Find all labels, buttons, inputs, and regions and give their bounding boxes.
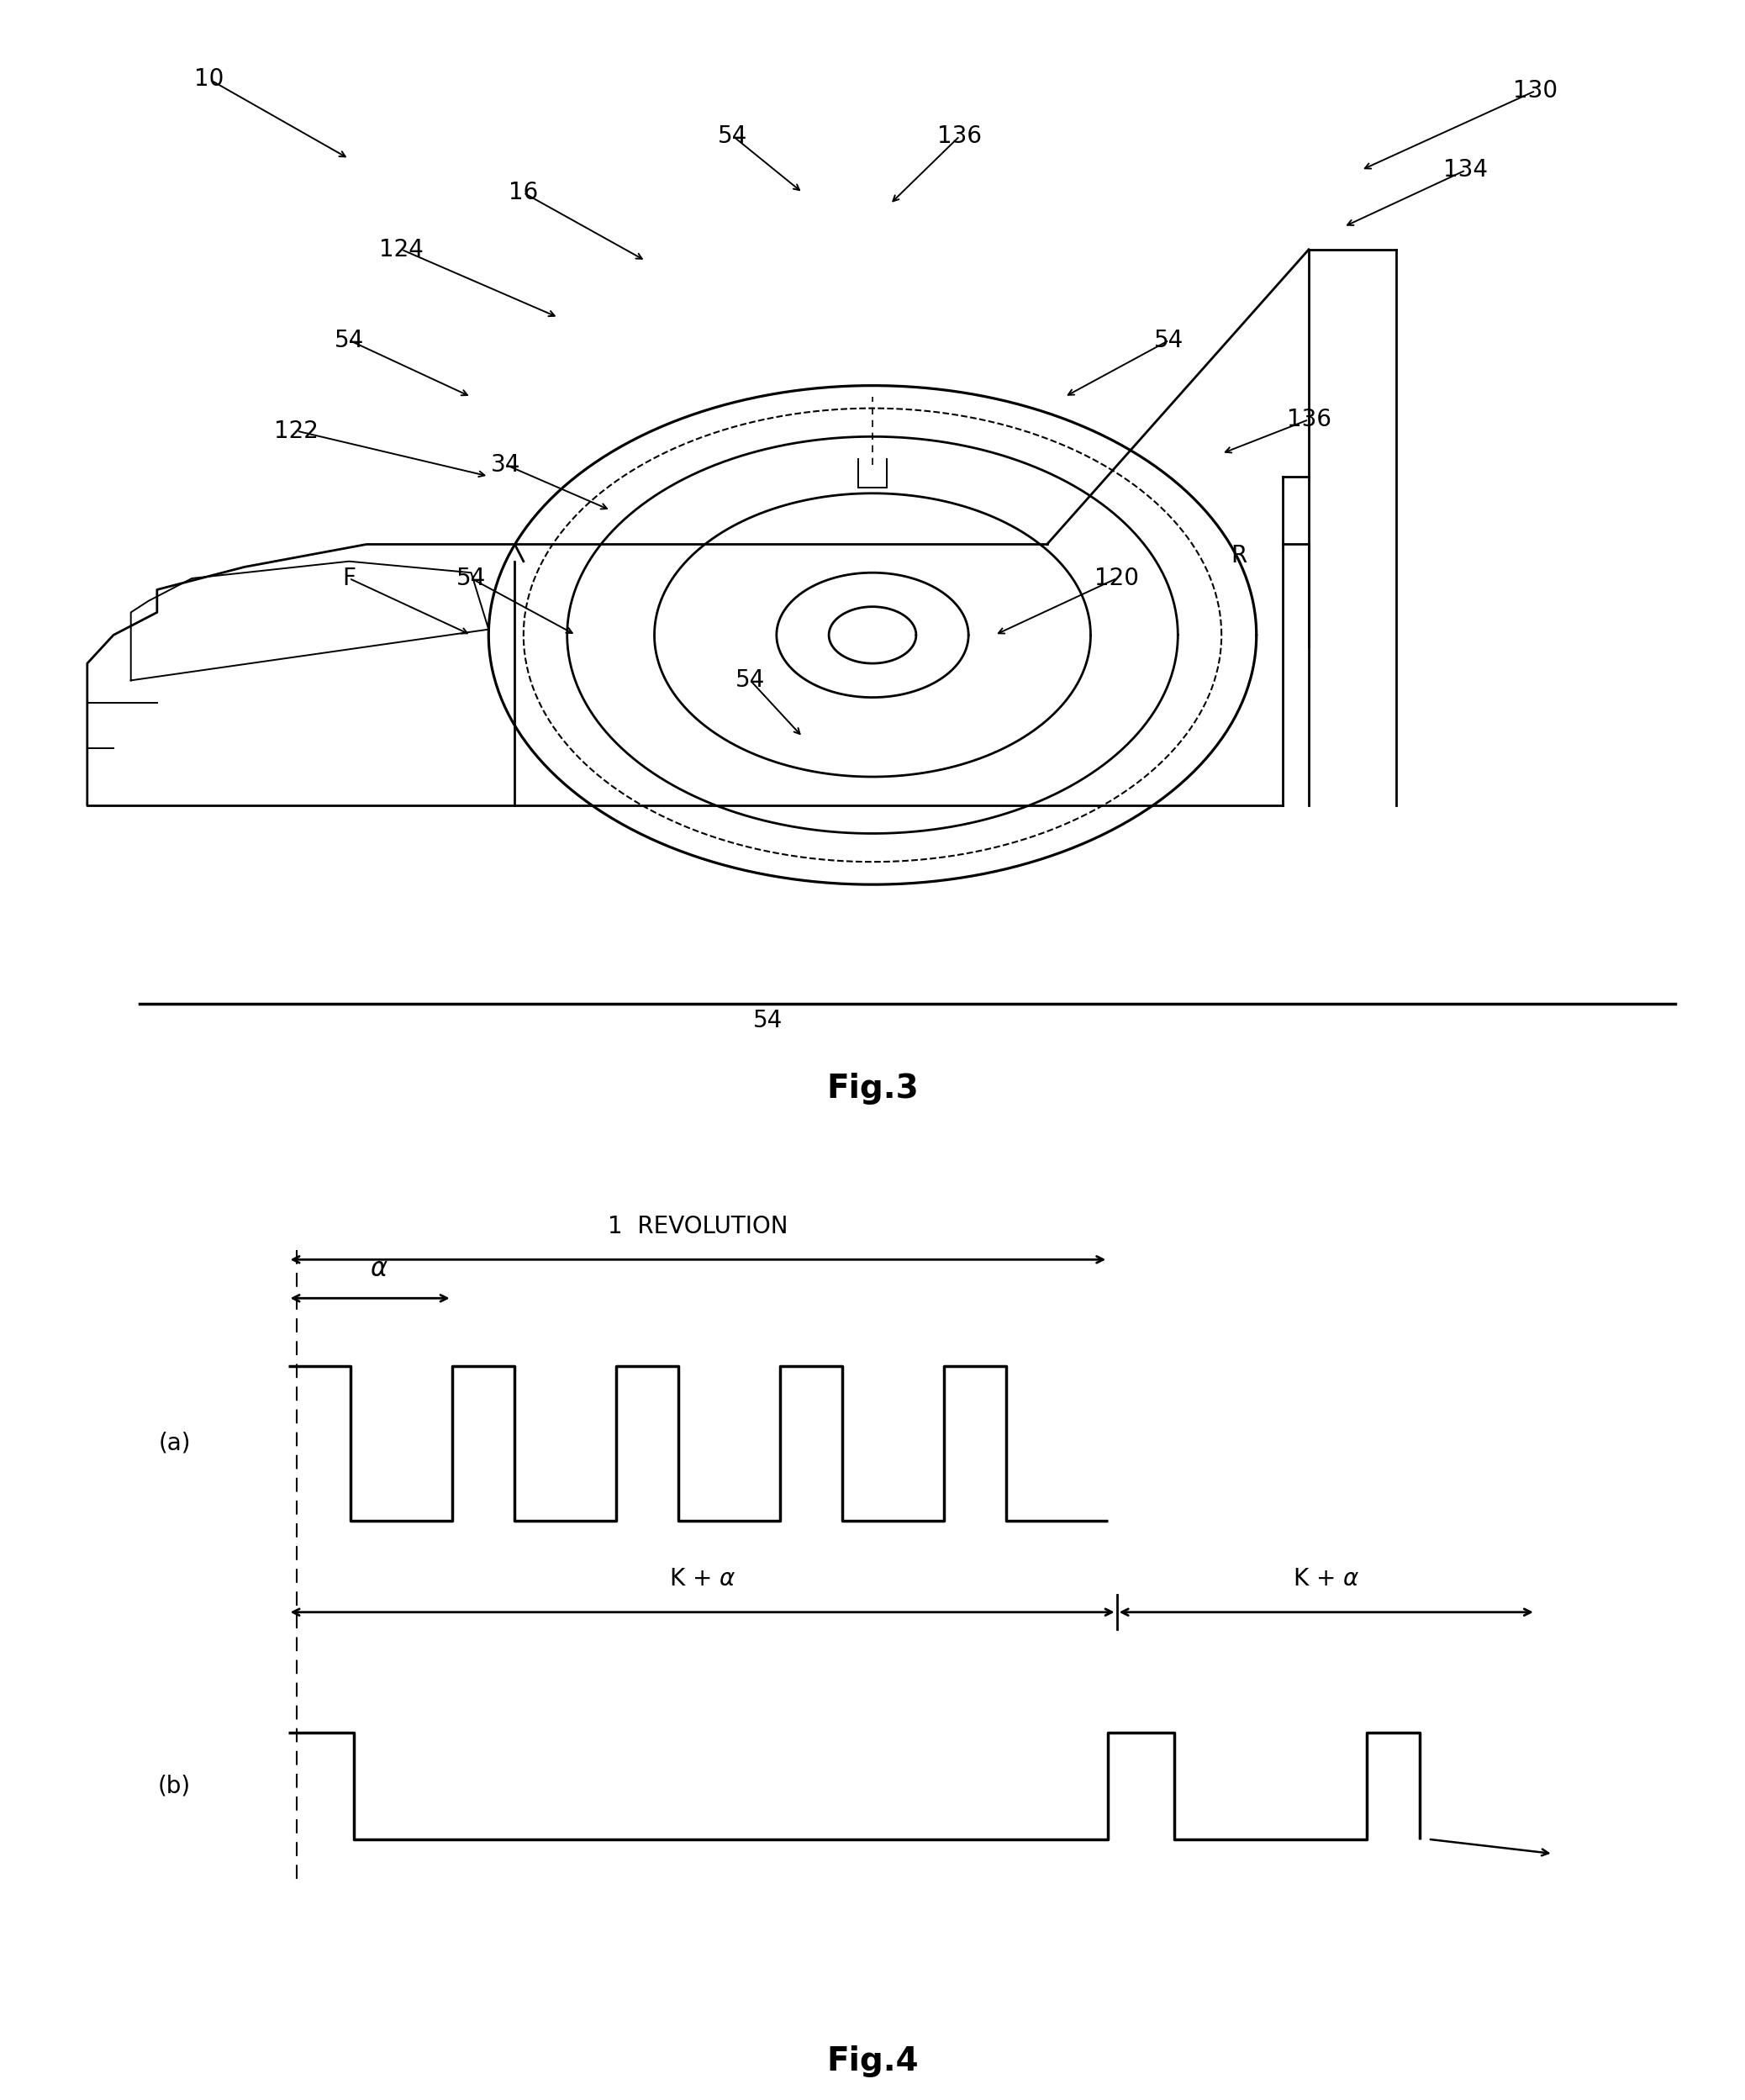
- Text: 34: 34: [490, 454, 522, 477]
- Text: 136: 136: [1286, 407, 1331, 430]
- Text: 124: 124: [379, 237, 424, 260]
- Text: 10: 10: [194, 67, 225, 90]
- Text: 130: 130: [1513, 80, 1558, 103]
- Text: F: F: [342, 567, 356, 590]
- Text: 54: 54: [335, 328, 363, 353]
- Text: 122: 122: [274, 420, 319, 443]
- Text: R: R: [1230, 544, 1248, 567]
- Text: 1  REVOLUTION: 1 REVOLUTION: [607, 1214, 789, 1239]
- Text: 54: 54: [754, 1008, 782, 1033]
- Text: (b): (b): [159, 1774, 190, 1798]
- Text: 134: 134: [1443, 158, 1488, 183]
- Text: 136: 136: [937, 124, 982, 147]
- Text: (a): (a): [159, 1432, 190, 1455]
- Text: 54: 54: [1155, 328, 1183, 353]
- Text: K + $\alpha$: K + $\alpha$: [1293, 1567, 1359, 1592]
- Text: 16: 16: [510, 181, 537, 204]
- Text: Fig.4: Fig.4: [827, 2045, 918, 2077]
- Text: 54: 54: [457, 567, 485, 590]
- Text: 54: 54: [719, 124, 747, 147]
- Text: Fig.3: Fig.3: [827, 1073, 918, 1105]
- Text: K + $\alpha$: K + $\alpha$: [668, 1567, 736, 1592]
- Text: $\alpha$: $\alpha$: [370, 1256, 387, 1281]
- Text: 120: 120: [1094, 567, 1139, 590]
- Text: 54: 54: [736, 668, 764, 693]
